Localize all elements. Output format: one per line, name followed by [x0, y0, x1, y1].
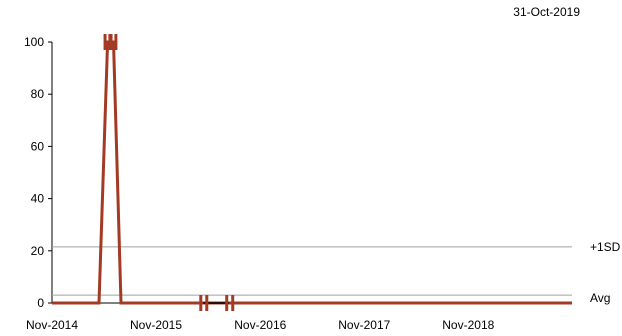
y-tick-label: 60 [31, 139, 45, 153]
reference-line-label: Avg [590, 291, 610, 305]
chart-date-label: 31-Oct-2019 [513, 5, 580, 19]
x-tick-label: Nov-2018 [442, 318, 494, 332]
data-point-marker [114, 34, 118, 50]
x-tick-label: Nov-2014 [26, 318, 78, 332]
y-tick-label: 40 [31, 192, 45, 206]
x-tick-label: Nov-2015 [130, 318, 182, 332]
y-tick-label: 80 [31, 87, 45, 101]
series-line [52, 40, 572, 305]
y-tick-label: 100 [24, 35, 44, 49]
x-tick-label: Nov-2017 [338, 318, 390, 332]
y-tick-label: 0 [37, 296, 44, 310]
y-tick-label: 20 [31, 244, 45, 258]
x-tick-label: Nov-2016 [234, 318, 286, 332]
reference-line-label: +1SD [590, 240, 621, 254]
data-point-marker [199, 295, 203, 311]
data-point-marker [108, 34, 112, 50]
data-point-marker [205, 295, 209, 311]
data-point-marker [103, 34, 107, 50]
data-point-marker [231, 295, 235, 311]
data-point-marker [225, 295, 229, 311]
